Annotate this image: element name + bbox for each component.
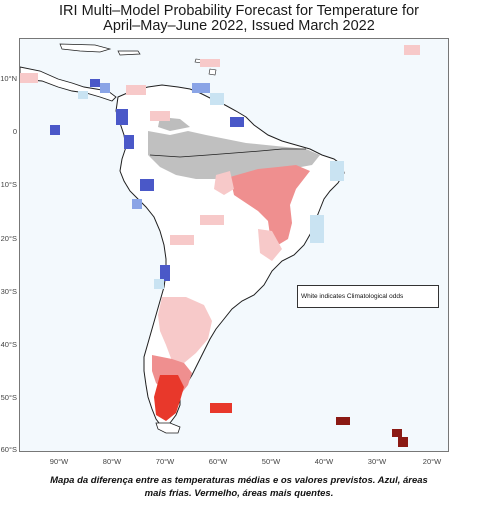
below-normal-patch [330,161,344,181]
tierra-del-fuego [155,422,181,434]
above-normal-halo [214,171,234,195]
caribbean-island [59,43,112,53]
forecast-map [20,39,448,451]
lat-label-30s: 30°S [0,287,17,296]
central-america [20,66,117,102]
below-normal-patch [192,83,210,93]
lat-label-0: 0 [12,127,17,136]
caribbean-island [117,50,141,56]
map-title: IRI Multi–Model Probability Forecast for… [0,4,478,34]
below-normal-patch [90,79,100,87]
below-normal-patch [124,135,134,149]
amazon-river [149,148,306,158]
map-frame [19,38,449,452]
above-normal-patch [404,45,420,55]
lon-label-30w: 30°W [367,457,387,466]
climatological-odds-note: White indicates Climatological odds [297,285,439,308]
title-line-2: April–May–June 2022, Issued March 2022 [103,18,375,34]
lon-label-80w: 80°W [102,457,122,466]
below-normal-patch [310,215,324,243]
below-normal-patch [140,179,154,191]
patagonia-strong [154,375,184,421]
below-normal-patch [100,83,110,93]
above-normal-halo [258,229,282,261]
lon-label-70w: 70°W [155,457,175,466]
lat-label-20s: 20°S [0,234,17,243]
lat-label-10s: 10°S [0,180,17,189]
patagonia-light [158,297,212,363]
lat-label-50s: 50°S [0,393,17,402]
below-normal-patch [116,109,128,125]
lon-label-20w: 20°W [422,457,442,466]
above-normal-patch [210,403,232,413]
lon-label-90w: 90°W [49,457,69,466]
lat-label-40s: 40°S [0,340,17,349]
lon-label-50w: 50°W [261,457,281,466]
above-normal-patch [170,235,194,245]
figure-caption: Mapa da diferença entre as temperaturas … [0,474,478,500]
caption-line-2: mais frias. Vermelho, áreas mais quentes… [144,488,334,499]
above-normal-patch [126,85,146,95]
above-normal-patch [200,59,220,67]
below-normal-patch [210,93,224,105]
below-normal-patch [132,199,142,209]
below-normal-patch [50,125,60,135]
above-normal-patch [392,429,402,437]
lon-label-40w: 40°W [314,457,334,466]
lat-label-60s: 60°S [0,445,17,454]
lon-label-60w: 60°W [208,457,228,466]
above-normal-patch [20,73,38,83]
below-normal-patch [78,91,88,99]
above-normal-patch [336,417,350,425]
title-line-1: IRI Multi–Model Probability Forecast for… [59,3,419,19]
caption-line-1: Mapa da diferença entre as temperaturas … [50,475,428,486]
below-normal-patch [154,279,164,289]
above-normal-core [230,165,310,245]
caribbean-island [208,68,217,76]
amazon-grey-zone [148,131,320,179]
below-normal-patch [230,117,244,127]
above-normal-patch [398,437,408,447]
above-normal-patch [200,215,224,225]
above-normal-patch [150,111,170,121]
lat-label-10n: 10°N [0,74,17,83]
below-normal-patch [160,265,170,281]
